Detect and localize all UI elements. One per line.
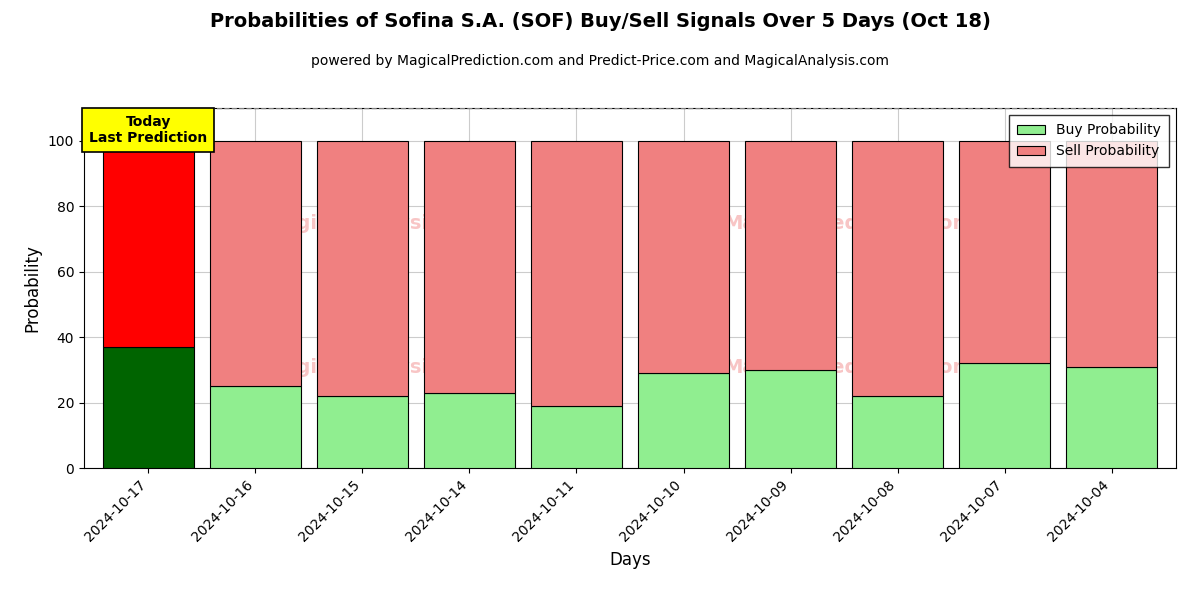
Bar	[530, 141, 622, 406]
Bar	[103, 347, 193, 468]
Text: MagicalPrediction.com: MagicalPrediction.com	[724, 214, 973, 233]
Bar	[424, 141, 515, 393]
Bar	[1067, 141, 1157, 367]
Bar	[103, 141, 193, 347]
Y-axis label: Probability: Probability	[23, 244, 41, 332]
Text: Today
Last Prediction: Today Last Prediction	[89, 115, 208, 145]
Bar	[638, 373, 730, 468]
Bar	[1067, 367, 1157, 468]
Bar	[638, 141, 730, 373]
Bar	[959, 141, 1050, 363]
Bar	[317, 396, 408, 468]
Bar	[745, 370, 836, 468]
X-axis label: Days: Days	[610, 551, 650, 569]
Text: MagicalPrediction.com: MagicalPrediction.com	[724, 358, 973, 377]
Legend: Buy Probability, Sell Probability: Buy Probability, Sell Probability	[1009, 115, 1169, 167]
Bar	[210, 141, 301, 386]
Bar	[530, 406, 622, 468]
Bar	[424, 393, 515, 468]
Bar	[210, 386, 301, 468]
Text: MagicalAnalysis.com: MagicalAnalysis.com	[265, 358, 493, 377]
Text: powered by MagicalPrediction.com and Predict-Price.com and MagicalAnalysis.com: powered by MagicalPrediction.com and Pre…	[311, 54, 889, 68]
Bar	[317, 141, 408, 396]
Bar	[745, 141, 836, 370]
Bar	[852, 396, 943, 468]
Text: Probabilities of Sofina S.A. (SOF) Buy/Sell Signals Over 5 Days (Oct 18): Probabilities of Sofina S.A. (SOF) Buy/S…	[210, 12, 990, 31]
Bar	[959, 363, 1050, 468]
Text: MagicalAnalysis.com: MagicalAnalysis.com	[265, 214, 493, 233]
Bar	[852, 141, 943, 396]
